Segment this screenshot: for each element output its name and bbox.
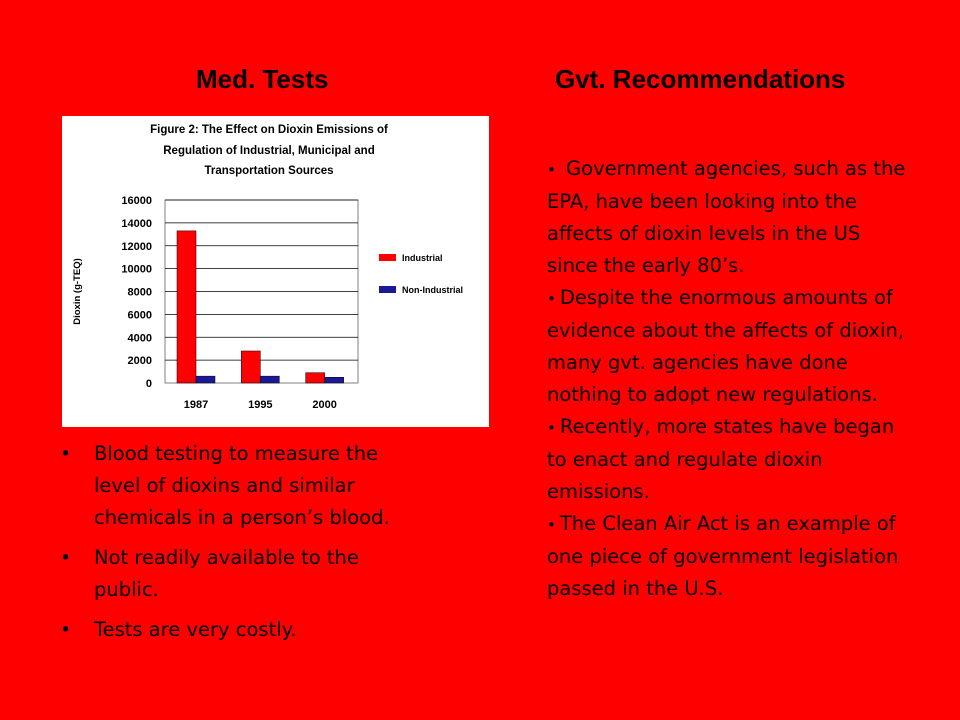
bar-non-industrial-1995 — [260, 375, 280, 384]
right-bullet-list: • Government agencies, such as the EPA, … — [547, 153, 907, 605]
right-bullet-text: Recently, more states have began to enac… — [547, 415, 895, 503]
bar-non-industrial-1987 — [195, 375, 216, 384]
x-tick-label: 2000 — [312, 399, 336, 411]
x-tick-label: 1995 — [248, 399, 272, 411]
y-tick-label: 2000 — [128, 355, 152, 367]
bar-industrial-1995 — [241, 350, 261, 384]
left-bullet-2: • Not readily available to the public. — [58, 542, 428, 606]
y-tick-label: 16000 — [121, 195, 152, 207]
left-bullet-list: • Blood testing to measure the level of d… — [58, 438, 428, 654]
y-tick-label: 6000 — [128, 309, 152, 321]
bar-industrial-1987 — [176, 230, 197, 384]
chart-title-line: Regulation of Industrial, Municipal and — [163, 145, 374, 157]
y-tick-label: 0 — [146, 378, 152, 390]
bullet-dot: • — [547, 419, 556, 437]
chart-title-line: Transportation Sources — [204, 165, 333, 177]
right-bullet-1: • Government agencies, such as the EPA, … — [547, 153, 907, 282]
y-tick-label: 4000 — [128, 332, 152, 344]
legend-label: Non-Industrial — [402, 285, 463, 295]
y-tick-label: 8000 — [128, 287, 152, 299]
bullet-dot: • — [60, 547, 72, 569]
legend-swatch-non-industrial — [379, 286, 396, 293]
x-tick-label: 1987 — [184, 399, 208, 411]
y-tick-label: 14000 — [121, 218, 152, 230]
y-tick-label: 10000 — [121, 264, 152, 276]
y-tick-label: 12000 — [121, 241, 152, 253]
right-bullet-4: • The Clean Air Act is an example of one … — [547, 508, 907, 605]
y-axis-label: Dioxin (g-TEQ) — [72, 258, 83, 325]
left-bullet-text: Tests are very costly. — [94, 618, 297, 641]
bullet-dot: • — [547, 516, 556, 534]
legend-swatch-industrial — [379, 254, 396, 261]
chart-svg: Figure 2: The Effect on Dioxin Emissions… — [72, 124, 463, 411]
left-bullet-text: Not readily available to the public. — [94, 546, 359, 601]
bullet-dot: • — [547, 290, 556, 308]
bar-industrial-2000 — [305, 372, 325, 384]
right-bullet-3: • Recently, more states have began to ena… — [547, 411, 907, 508]
right-bullet-text: Government agencies, such as the EPA, ha… — [547, 157, 906, 277]
right-bullet-2: • Despite the enormous amounts of evidenc… — [547, 282, 907, 411]
bullet-dot: • — [547, 161, 556, 179]
left-bullet-1: • Blood testing to measure the level of d… — [58, 438, 428, 534]
dioxin-chart: Figure 2: The Effect on Dioxin Emissions… — [62, 116, 489, 427]
bar-non-industrial-2000 — [324, 377, 344, 384]
right-heading: Gvt. Recommendations — [555, 64, 846, 94]
left-bullet-3: • Tests are very costly. — [58, 614, 428, 646]
right-bullet-text: Despite the enormous amounts of evidence… — [547, 286, 905, 406]
bullet-dot: • — [60, 619, 72, 641]
right-bullet-text: The Clean Air Act is an example of one p… — [547, 512, 899, 600]
left-heading: Med. Tests — [196, 64, 329, 94]
chart-title-line: Figure 2: The Effect on Dioxin Emissions… — [150, 124, 388, 136]
legend-label: Industrial — [402, 253, 443, 263]
left-bullet-text: Blood testing to measure the level of di… — [94, 442, 390, 529]
bullet-dot: • — [60, 443, 72, 465]
